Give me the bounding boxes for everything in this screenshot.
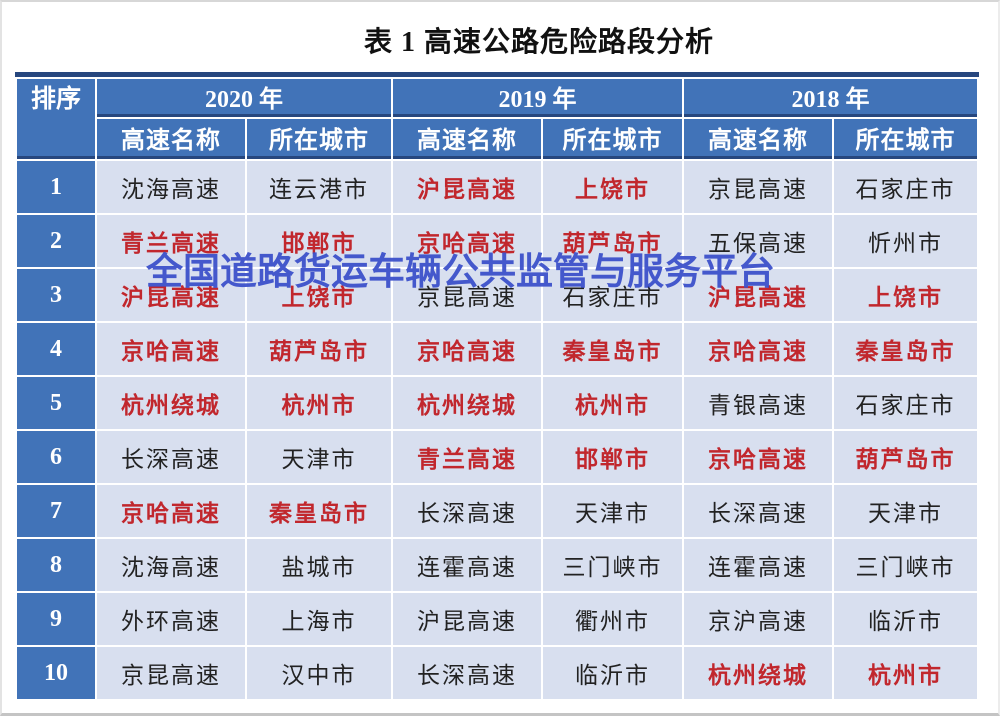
data-cell: 三门峡市 [543,539,682,591]
data-cell: 连云港市 [247,161,391,213]
subheader-city-2018: 所在城市 [834,119,977,159]
subheader-highway-2020: 高速名称 [97,119,245,159]
data-cell: 临沂市 [834,593,977,645]
data-cell: 葫芦岛市 [247,323,391,375]
data-cell: 京哈高速 [97,485,245,537]
data-cell: 三门峡市 [834,539,977,591]
table-row: 7 京哈高速 秦皇岛市 长深高速 天津市 长深高速 天津市 [17,485,977,537]
rank-cell: 3 [17,269,95,321]
data-cell: 上饶市 [834,269,977,321]
data-cell: 忻州市 [834,215,977,267]
subheader-city-2020: 所在城市 [247,119,391,159]
page-title: 表 1 高速公路危险路段分析 [363,27,714,58]
data-cell: 秦皇岛市 [247,485,391,537]
data-cell: 邯郸市 [247,215,391,267]
data-cell: 外环高速 [97,593,245,645]
data-cell: 京哈高速 [684,431,832,483]
table-row: 5 杭州绕城 杭州市 杭州绕城 杭州市 青银高速 石家庄市 [17,377,977,429]
table-header: 排序 2020 年 2019 年 2018 年 高速名称 所在城市 高速名称 所… [17,79,977,159]
data-cell: 上饶市 [543,161,682,213]
data-cell: 沪昆高速 [393,161,541,213]
rank-cell: 2 [17,215,95,267]
data-cell: 长深高速 [393,485,541,537]
data-cell: 青银高速 [684,377,832,429]
data-cell: 秦皇岛市 [834,323,977,375]
data-cell: 连霍高速 [393,539,541,591]
table-row: 9 外环高速 上海市 沪昆高速 衢州市 京沪高速 临沂市 [17,593,977,645]
table-row: 8 沈海高速 盐城市 连霍高速 三门峡市 连霍高速 三门峡市 [17,539,977,591]
highway-risk-table: 排序 2020 年 2019 年 2018 年 高速名称 所在城市 高速名称 所… [15,72,979,701]
data-cell: 沈海高速 [97,539,245,591]
data-cell: 石家庄市 [834,161,977,213]
year-header-2020: 2020 年 [97,79,391,117]
rank-cell: 9 [17,593,95,645]
data-cell: 葫芦岛市 [834,431,977,483]
data-cell: 青兰高速 [393,431,541,483]
table-row: 10 京昆高速 汉中市 长深高速 临沂市 杭州绕城 杭州市 [17,647,977,699]
rank-cell: 10 [17,647,95,699]
data-cell: 京昆高速 [393,269,541,321]
year-header-2018: 2018 年 [684,79,977,117]
data-cell: 杭州市 [247,377,391,429]
rank-cell: 4 [17,323,95,375]
table-row: 3 沪昆高速 上饶市 京昆高速 石家庄市 沪昆高速 上饶市 [17,269,977,321]
data-cell: 京哈高速 [393,215,541,267]
data-cell: 杭州绕城 [393,377,541,429]
data-cell: 京昆高速 [684,161,832,213]
data-cell: 杭州市 [543,377,682,429]
subheader-highway-2018: 高速名称 [684,119,832,159]
data-cell: 连霍高速 [684,539,832,591]
data-cell: 天津市 [834,485,977,537]
subheader-city-2019: 所在城市 [543,119,682,159]
rank-cell: 6 [17,431,95,483]
rank-cell: 5 [17,377,95,429]
data-cell: 天津市 [543,485,682,537]
data-cell: 葫芦岛市 [543,215,682,267]
data-cell: 石家庄市 [543,269,682,321]
data-cell: 沈海高速 [97,161,245,213]
data-cell: 沪昆高速 [393,593,541,645]
data-cell: 汉中市 [247,647,391,699]
table-row: 1 沈海高速 连云港市 沪昆高速 上饶市 京昆高速 石家庄市 [17,161,977,213]
year-header-row: 排序 2020 年 2019 年 2018 年 [17,79,977,159]
data-cell: 长深高速 [393,647,541,699]
data-cell: 五保高速 [684,215,832,267]
year-header-2019: 2019 年 [393,79,682,117]
table-row: 4 京哈高速 葫芦岛市 京哈高速 秦皇岛市 京哈高速 秦皇岛市 [17,323,977,375]
rank-cell: 7 [17,485,95,537]
table-body: 1 沈海高速 连云港市 沪昆高速 上饶市 京昆高速 石家庄市 2 青兰高速 邯郸… [17,161,977,699]
data-cell: 杭州绕城 [97,377,245,429]
data-cell: 杭州市 [834,647,977,699]
data-cell: 天津市 [247,431,391,483]
subheader-row: 高速名称 所在城市 高速名称 所在城市 高速名称 所在城市 [17,119,977,159]
data-cell: 石家庄市 [834,377,977,429]
rank-cell: 8 [17,539,95,591]
data-cell: 长深高速 [684,485,832,537]
data-cell: 长深高速 [97,431,245,483]
data-cell: 盐城市 [247,539,391,591]
data-cell: 上海市 [247,593,391,645]
rank-cell: 1 [17,161,95,213]
subheader-highway-2019: 高速名称 [393,119,541,159]
data-cell: 京昆高速 [97,647,245,699]
data-cell: 京哈高速 [684,323,832,375]
data-cell: 京哈高速 [393,323,541,375]
data-cell: 京沪高速 [684,593,832,645]
data-cell: 青兰高速 [97,215,245,267]
data-cell: 沪昆高速 [684,269,832,321]
data-cell: 京哈高速 [97,323,245,375]
data-cell: 衢州市 [543,593,682,645]
data-cell: 沪昆高速 [97,269,245,321]
rank-header-cell: 排序 [17,79,95,159]
data-cell: 上饶市 [247,269,391,321]
table-row: 2 青兰高速 邯郸市 京哈高速 葫芦岛市 五保高速 忻州市 [17,215,977,267]
data-cell: 秦皇岛市 [543,323,682,375]
data-cell: 邯郸市 [543,431,682,483]
data-cell: 临沂市 [543,647,682,699]
table-row: 6 长深高速 天津市 青兰高速 邯郸市 京哈高速 葫芦岛市 [17,431,977,483]
data-cell: 杭州绕城 [684,647,832,699]
